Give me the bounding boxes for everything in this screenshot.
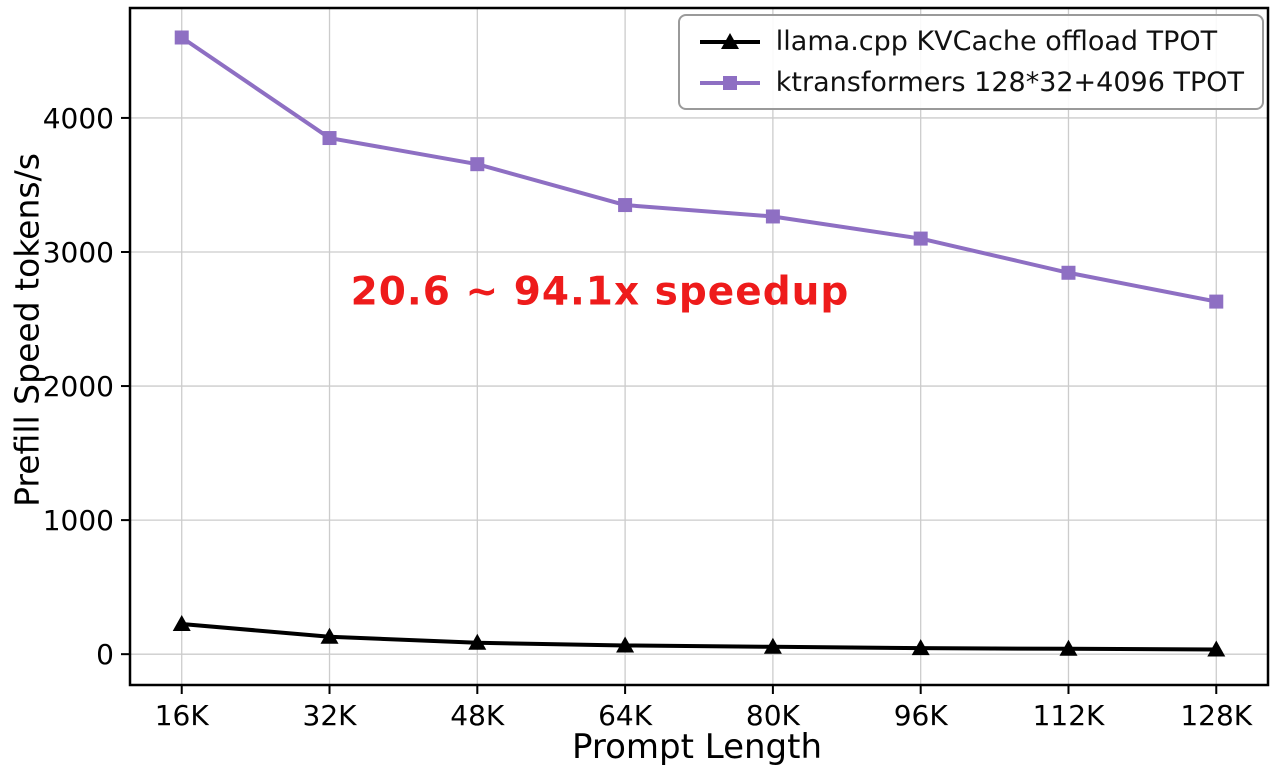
y-tick-label: 0: [96, 638, 114, 671]
legend-square-marker-icon: [699, 75, 760, 90]
legend: llama.cpp KVCache offload TPOT ktransform…: [677, 14, 1264, 110]
x-tick-label: 80K: [746, 699, 801, 732]
series-line-0: [181, 622, 1217, 652]
legend-label: llama.cpp KVCache offload TPOT: [775, 26, 1218, 57]
y-axis-label: Prefill Speed tokens/s: [7, 153, 47, 507]
x-tick-label: 64K: [598, 699, 653, 732]
plot-frame: [128, 6, 1270, 687]
speedup-annotation: 20.6 ~ 94.1x speedup: [350, 269, 850, 315]
x-tick-label: 128K: [1180, 699, 1252, 732]
series-line-1: [180, 35, 1217, 304]
y-tick-label: 1000: [43, 504, 114, 537]
x-tick-label: 16K: [155, 699, 210, 732]
legend-label: ktransformers 128*32+4096 TPOT: [775, 67, 1244, 98]
legend-triangle-marker-icon: [699, 32, 760, 49]
series-markers-1: [174, 30, 1224, 309]
x-tick-label: 112K: [1033, 699, 1105, 732]
y-tick-label: 3000: [43, 236, 114, 269]
legend-item: llama.cpp KVCache offload TPOT: [698, 26, 1244, 57]
x-tick-label: 96K: [894, 699, 949, 732]
series-markers-0: [172, 615, 1226, 657]
x-tick-label: 48K: [450, 699, 505, 732]
grid-lines: [130, 8, 1268, 685]
x-axis-label: Prompt Length: [571, 727, 823, 767]
legend-item: ktransformers 128*32+4096 TPOT: [698, 67, 1244, 98]
y-tick-label: 4000: [43, 102, 114, 135]
tick-labels: 16K 32K 48K 64K 80K 96K 112K 128K 0 1000 2000 3000 4…: [43, 102, 1253, 732]
x-tick-label: 32K: [303, 699, 358, 732]
axis-ticks: [121, 116, 1218, 694]
y-tick-label: 2000: [43, 370, 114, 403]
